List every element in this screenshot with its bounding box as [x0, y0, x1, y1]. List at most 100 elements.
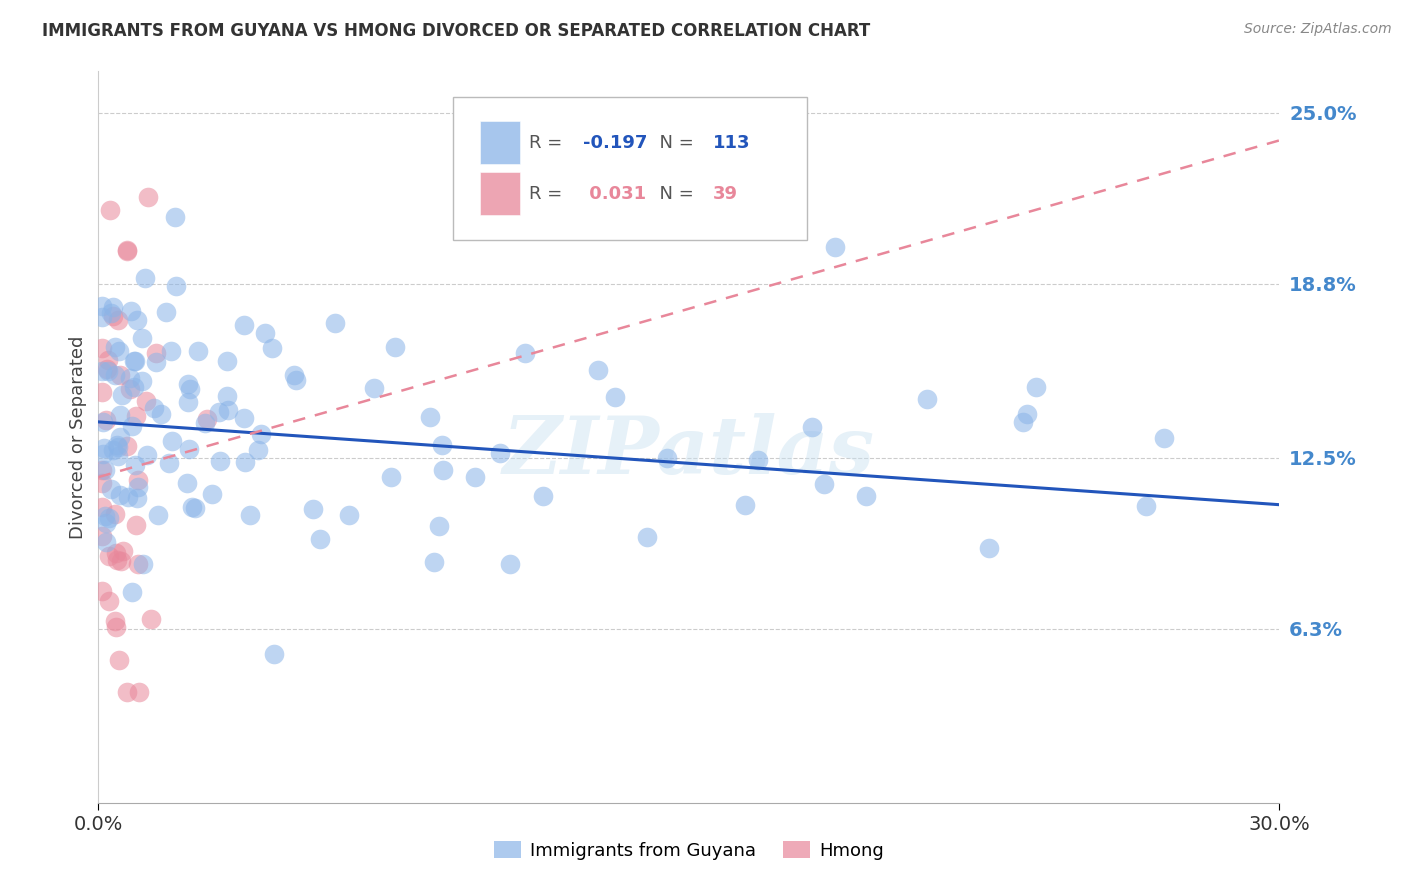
Immigrants from Guyana [100, 482, 122, 496]
Immigrants from Guyana [122, 380, 145, 394]
Hmong [110, 554, 132, 568]
Hmong [91, 500, 114, 515]
Immigrants from Guyana [132, 557, 155, 571]
Legend: Immigrants from Guyana, Hmong: Immigrants from Guyana, Hmong [486, 834, 891, 867]
Hmong [97, 549, 120, 564]
Immigrants from Guyana [143, 401, 166, 415]
Text: R =: R = [530, 134, 568, 152]
Immigrants from Guyana [159, 456, 181, 470]
Immigrants from Guyana [734, 498, 756, 512]
Immigrants from Guyana [432, 463, 454, 477]
Immigrants from Guyana [855, 489, 877, 503]
Immigrants from Guyana [233, 318, 256, 332]
Text: 0.031: 0.031 [582, 186, 645, 203]
Immigrants from Guyana [323, 316, 346, 330]
Immigrants from Guyana [513, 346, 536, 360]
Hmong [91, 476, 114, 491]
Immigrants from Guyana [103, 300, 125, 314]
Hmong [98, 203, 121, 218]
Immigrants from Guyana [91, 299, 114, 313]
Immigrants from Guyana [135, 448, 157, 462]
Immigrants from Guyana [800, 420, 823, 434]
Immigrants from Guyana [93, 441, 115, 455]
Immigrants from Guyana [977, 541, 1000, 556]
Hmong [104, 546, 127, 560]
Immigrants from Guyana [180, 500, 202, 514]
Immigrants from Guyana [159, 343, 181, 358]
Immigrants from Guyana [337, 508, 360, 523]
Immigrants from Guyana [176, 475, 198, 490]
Immigrants from Guyana [121, 584, 143, 599]
Hmong [104, 507, 127, 521]
Text: N =: N = [648, 134, 699, 152]
Immigrants from Guyana [131, 331, 153, 345]
Hmong [91, 584, 114, 599]
Immigrants from Guyana [177, 376, 200, 391]
Immigrants from Guyana [94, 508, 117, 523]
Immigrants from Guyana [1153, 431, 1175, 445]
Immigrants from Guyana [122, 354, 145, 368]
Immigrants from Guyana [285, 373, 308, 387]
Hmong [195, 412, 218, 426]
Immigrants from Guyana [127, 491, 149, 505]
Hmong [108, 653, 131, 667]
Immigrants from Guyana [217, 389, 239, 403]
Hmong [115, 244, 138, 258]
Immigrants from Guyana [380, 470, 402, 484]
Hmong [136, 189, 159, 203]
Text: IMMIGRANTS FROM GUYANA VS HMONG DIVORCED OR SEPARATED CORRELATION CHART: IMMIGRANTS FROM GUYANA VS HMONG DIVORCED… [42, 22, 870, 40]
Immigrants from Guyana [91, 415, 114, 429]
Immigrants from Guyana [110, 408, 132, 422]
Immigrants from Guyana [215, 353, 238, 368]
Immigrants from Guyana [127, 480, 149, 494]
Immigrants from Guyana [187, 344, 209, 359]
Immigrants from Guyana [232, 410, 254, 425]
Immigrants from Guyana [233, 455, 256, 469]
Immigrants from Guyana [91, 310, 114, 324]
Immigrants from Guyana [155, 305, 177, 319]
Immigrants from Guyana [127, 312, 149, 326]
Hmong [145, 346, 167, 360]
Hmong [108, 368, 131, 382]
Hmong [91, 341, 114, 355]
Immigrants from Guyana [165, 210, 187, 224]
Immigrants from Guyana [110, 488, 132, 502]
Hmong [115, 243, 138, 257]
Hmong [96, 413, 118, 427]
Immigrants from Guyana [131, 375, 153, 389]
Immigrants from Guyana [246, 443, 269, 458]
Immigrants from Guyana [1012, 416, 1035, 430]
Hmong [91, 384, 114, 399]
Text: N =: N = [648, 186, 699, 203]
Immigrants from Guyana [239, 508, 262, 522]
Immigrants from Guyana [489, 446, 512, 460]
Immigrants from Guyana [263, 647, 285, 661]
Immigrants from Guyana [107, 343, 129, 358]
Immigrants from Guyana [134, 271, 156, 285]
Immigrants from Guyana [430, 438, 453, 452]
Hmong [120, 382, 142, 396]
Text: 39: 39 [713, 186, 738, 203]
Immigrants from Guyana [145, 355, 167, 369]
Immigrants from Guyana [208, 404, 231, 418]
Immigrants from Guyana [499, 557, 522, 571]
Immigrants from Guyana [105, 437, 128, 451]
Immigrants from Guyana [97, 511, 120, 525]
Immigrants from Guyana [419, 410, 441, 425]
Immigrants from Guyana [108, 430, 131, 444]
Immigrants from Guyana [107, 440, 129, 454]
Immigrants from Guyana [94, 534, 117, 549]
Immigrants from Guyana [165, 279, 187, 293]
Hmong [91, 529, 114, 543]
Immigrants from Guyana [824, 240, 846, 254]
Immigrants from Guyana [91, 364, 114, 378]
Hmong [125, 409, 148, 423]
Immigrants from Guyana [177, 395, 200, 409]
Hmong [127, 558, 149, 572]
Immigrants from Guyana [104, 340, 127, 354]
Immigrants from Guyana [194, 416, 217, 430]
Immigrants from Guyana [1135, 499, 1157, 513]
Immigrants from Guyana [120, 304, 142, 318]
Hmong [115, 439, 138, 453]
FancyBboxPatch shape [453, 97, 807, 240]
